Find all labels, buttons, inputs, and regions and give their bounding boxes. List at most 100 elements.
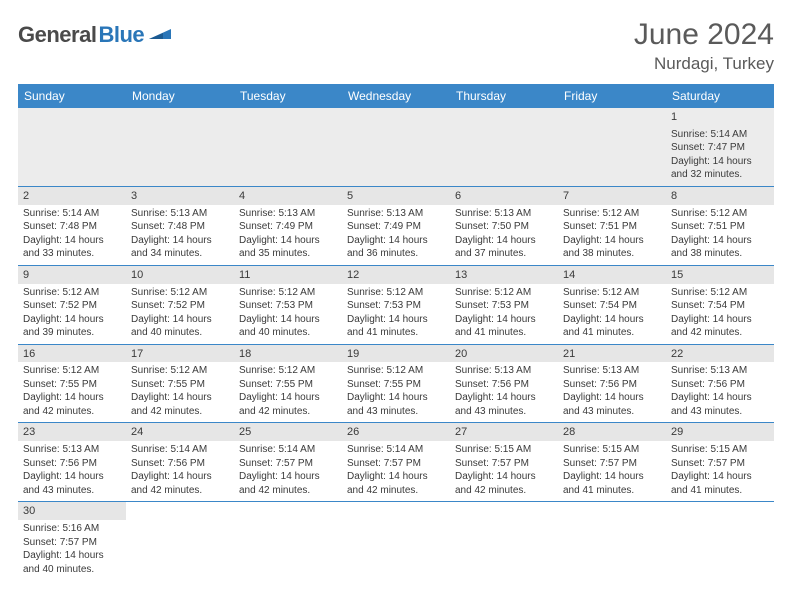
day-number: 29 [666,423,774,441]
day-number: 25 [234,423,342,441]
daylight-line-1: Daylight: 14 hours [23,234,121,248]
daylight-line-1: Daylight: 14 hours [455,391,553,405]
daylight-line-1: Daylight: 14 hours [671,234,769,248]
sunset-line: Sunset: 7:53 PM [239,299,337,313]
calendar-row: 1 Sunrise: 5:14 AMSunset: 7:47 PMDaylight… [18,108,774,186]
sunrise-line: Sunrise: 5:13 AM [347,207,445,221]
day-number: 12 [342,266,450,284]
daylight-line-1: Daylight: 14 hours [563,470,661,484]
day-number: 1 [666,108,774,126]
sunset-line: Sunset: 7:53 PM [347,299,445,313]
weekday-header: Wednesday [342,84,450,108]
day-number: 27 [450,423,558,441]
day-number: 17 [126,345,234,363]
sunrise-line: Sunrise: 5:14 AM [347,443,445,457]
calendar-cell [558,502,666,580]
sunrise-line: Sunrise: 5:13 AM [239,207,337,221]
daylight-line-2: and 43 minutes. [455,405,553,419]
daylight-line-1: Daylight: 14 hours [347,470,445,484]
daylight-line-2: and 43 minutes. [23,484,121,498]
calendar-cell: 1 Sunrise: 5:14 AMSunset: 7:47 PMDaylight… [666,108,774,186]
daylight-line-1: Daylight: 14 hours [455,234,553,248]
daylight-line-2: and 40 minutes. [131,326,229,340]
daylight-line-2: and 43 minutes. [563,405,661,419]
calendar-row: 2Sunrise: 5:14 AMSunset: 7:48 PMDaylight… [18,186,774,265]
day-number: 22 [666,345,774,363]
sunrise-line: Sunrise: 5:12 AM [455,286,553,300]
day-number: 19 [342,345,450,363]
calendar-cell: 21Sunrise: 5:13 AMSunset: 7:56 PMDayligh… [558,344,666,423]
daylight-line-2: and 41 minutes. [563,326,661,340]
sunrise-line: Sunrise: 5:12 AM [131,286,229,300]
location: Nurdagi, Turkey [634,54,774,74]
daylight-line-2: and 42 minutes. [671,326,769,340]
daylight-line-1: Daylight: 14 hours [455,470,553,484]
daylight-line-2: and 33 minutes. [23,247,121,261]
sunset-line: Sunset: 7:57 PM [563,457,661,471]
sunset-line: Sunset: 7:52 PM [131,299,229,313]
day-number: 20 [450,345,558,363]
weekday-header: Sunday [18,84,126,108]
calendar-cell: 6Sunrise: 5:13 AMSunset: 7:50 PMDaylight… [450,186,558,265]
daylight-line-1: Daylight: 14 hours [239,470,337,484]
sunrise-line: Sunrise: 5:13 AM [455,364,553,378]
daylight-line-2: and 40 minutes. [239,326,337,340]
sunrise-line: Sunrise: 5:15 AM [563,443,661,457]
calendar-cell: 13Sunrise: 5:12 AMSunset: 7:53 PMDayligh… [450,265,558,344]
sunrise-line: Sunrise: 5:12 AM [239,364,337,378]
sunset-line: Sunset: 7:57 PM [671,457,769,471]
sunset-line: Sunset: 7:55 PM [131,378,229,392]
daylight-line-1: Daylight: 14 hours [239,391,337,405]
daylight-line-2: and 43 minutes. [347,405,445,419]
sunset-line: Sunset: 7:57 PM [347,457,445,471]
day-number: 24 [126,423,234,441]
sunset-line: Sunset: 7:49 PM [347,220,445,234]
sunset-line: Sunset: 7:48 PM [131,220,229,234]
sunrise-line: Sunrise: 5:12 AM [347,286,445,300]
sunset-line: Sunset: 7:54 PM [671,299,769,313]
sunrise-line: Sunrise: 5:12 AM [23,364,121,378]
calendar-cell: 8Sunrise: 5:12 AMSunset: 7:51 PMDaylight… [666,186,774,265]
day-number: 18 [234,345,342,363]
header: General Blue June 2024 Nurdagi, Turkey [18,18,774,74]
logo-flag-icon [149,25,175,46]
daylight-line-1: Daylight: 14 hours [563,391,661,405]
calendar-cell: 2Sunrise: 5:14 AMSunset: 7:48 PMDaylight… [18,186,126,265]
calendar-cell [558,108,666,186]
calendar-cell [234,108,342,186]
day-number: 13 [450,266,558,284]
daylight-line-1: Daylight: 14 hours [671,155,769,169]
sunset-line: Sunset: 7:53 PM [455,299,553,313]
calendar-cell: 25Sunrise: 5:14 AMSunset: 7:57 PMDayligh… [234,423,342,502]
day-number: 5 [342,187,450,205]
calendar-cell [342,108,450,186]
sunset-line: Sunset: 7:56 PM [23,457,121,471]
daylight-line-1: Daylight: 14 hours [347,313,445,327]
sunset-line: Sunset: 7:49 PM [239,220,337,234]
day-number: 21 [558,345,666,363]
calendar-cell: 16Sunrise: 5:12 AMSunset: 7:55 PMDayligh… [18,344,126,423]
calendar-cell: 11Sunrise: 5:12 AMSunset: 7:53 PMDayligh… [234,265,342,344]
sunrise-line: Sunrise: 5:14 AM [131,443,229,457]
sunrise-line: Sunrise: 5:14 AM [671,128,769,142]
weekday-header: Friday [558,84,666,108]
calendar-cell: 9Sunrise: 5:12 AMSunset: 7:52 PMDaylight… [18,265,126,344]
calendar-cell: 20Sunrise: 5:13 AMSunset: 7:56 PMDayligh… [450,344,558,423]
sunset-line: Sunset: 7:57 PM [455,457,553,471]
calendar-cell: 7Sunrise: 5:12 AMSunset: 7:51 PMDaylight… [558,186,666,265]
daylight-line-1: Daylight: 14 hours [239,234,337,248]
calendar-cell: 14Sunrise: 5:12 AMSunset: 7:54 PMDayligh… [558,265,666,344]
logo: General Blue [18,22,175,48]
daylight-line-1: Daylight: 14 hours [671,391,769,405]
daylight-line-2: and 38 minutes. [671,247,769,261]
sunrise-line: Sunrise: 5:15 AM [671,443,769,457]
calendar-cell: 27Sunrise: 5:15 AMSunset: 7:57 PMDayligh… [450,423,558,502]
calendar-cell [450,108,558,186]
daylight-line-2: and 38 minutes. [563,247,661,261]
sunset-line: Sunset: 7:47 PM [671,141,769,155]
daylight-line-2: and 36 minutes. [347,247,445,261]
calendar-cell [18,108,126,186]
day-number: 14 [558,266,666,284]
sunset-line: Sunset: 7:56 PM [455,378,553,392]
daylight-line-1: Daylight: 14 hours [23,549,121,563]
